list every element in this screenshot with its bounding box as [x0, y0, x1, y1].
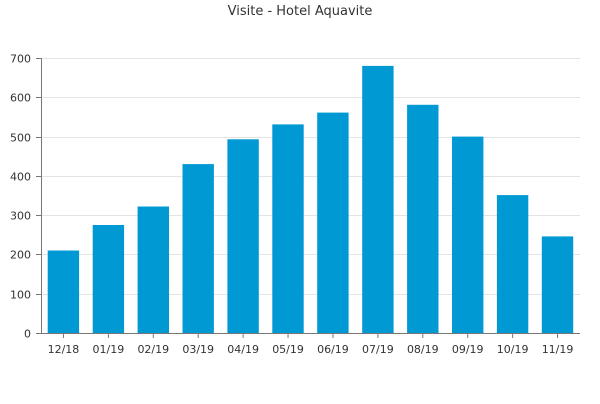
bar: [182, 164, 214, 333]
x-tick-label: 02/19: [137, 343, 169, 356]
grid-layer: [41, 58, 580, 295]
bar: [272, 124, 304, 334]
bar: [452, 136, 484, 333]
x-tick-label: 05/19: [272, 343, 304, 356]
x-tick-label: 04/19: [227, 343, 259, 356]
x-tick-label: 07/19: [362, 343, 394, 356]
x-tick-label: 09/19: [452, 343, 484, 356]
x-tick-label: 12/18: [48, 343, 80, 356]
bar: [496, 195, 529, 333]
y-tick-label: 100: [10, 289, 31, 302]
bar: [317, 112, 349, 333]
chart-title: Visite - Hotel Aquavite: [227, 4, 373, 19]
y-tick-label: 700: [10, 53, 31, 66]
x-tick-label: 03/19: [182, 343, 214, 356]
tick-label-layer: 0 100 200 300 400 500 600 700 12/18 01/19 02/19 03/…: [10, 53, 573, 357]
y-tick-label: 300: [10, 210, 31, 223]
x-tick-label: 08/19: [407, 343, 439, 356]
x-tick-label: 11/19: [542, 343, 574, 356]
axis-layer: [36, 58, 580, 338]
bar: [541, 236, 574, 333]
bar: [92, 225, 125, 333]
bar: [227, 139, 259, 333]
bar: [47, 250, 80, 333]
bar: [137, 206, 169, 333]
y-tick-label: 400: [10, 171, 31, 184]
y-tick-label: 200: [10, 249, 31, 262]
bar-layer: [47, 65, 574, 334]
x-tick-label: 06/19: [317, 343, 349, 356]
y-tick-label: 600: [10, 92, 31, 105]
x-tick-label: 10/19: [497, 343, 529, 356]
bar: [407, 104, 439, 334]
x-tick-label: 01/19: [93, 343, 125, 356]
y-tick-label: 500: [10, 132, 31, 145]
bar: [362, 65, 394, 334]
y-tick-label: 0: [24, 328, 31, 341]
